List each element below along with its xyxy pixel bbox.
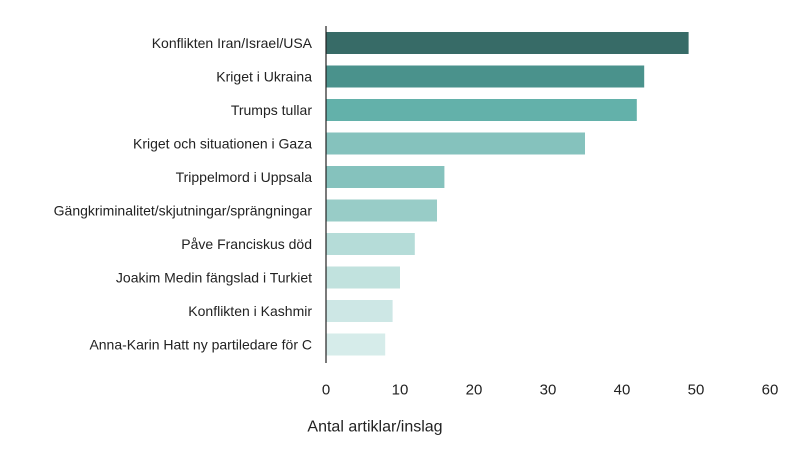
category-label-10: Anna-Karin Hatt ny partiledare för C [89,337,312,353]
category-label-1: Konflikten Iran/Israel/USA [152,35,313,51]
bar-7 [326,233,415,255]
x-axis-tick-labels: 0 10 20 30 40 50 60 [322,382,779,399]
x-tick-label-0: 0 [322,382,330,399]
bar-3 [326,99,637,121]
category-label-6: Gängkriminalitet/skjutningar/sprängninga… [54,203,313,219]
x-axis-title: Antal artiklar/inslag [307,419,442,436]
category-label-4: Kriget och situationen i Gaza [133,136,312,152]
category-label-2: Kriget i Ukraina [216,69,312,85]
bar-6 [326,199,437,222]
bar-5 [326,166,445,188]
bar-2 [326,65,645,88]
bar-10 [326,333,386,356]
category-label-9: Konflikten i Kashmir [188,303,312,319]
category-labels: Konflikten Iran/Israel/USA Kriget i Ukrai… [54,35,313,353]
x-tick-label-10: 10 [392,382,409,399]
bar-8 [326,266,400,289]
bars [326,32,689,356]
x-tick-label-60: 60 [762,382,779,399]
category-label-7: Påve Franciskus död [181,236,312,252]
bar-9 [326,300,393,322]
x-tick-label-50: 50 [688,382,705,399]
bar-4 [326,132,585,155]
category-label-3: Trumps tullar [231,102,313,118]
x-tick-label-30: 30 [540,382,557,399]
bar-1 [326,32,689,54]
x-tick-label-20: 20 [466,382,483,399]
category-label-8: Joakim Medin fängslad i Turkiet [116,270,312,286]
x-tick-label-40: 40 [614,382,631,399]
category-label-5: Trippelmord i Uppsala [176,169,313,185]
